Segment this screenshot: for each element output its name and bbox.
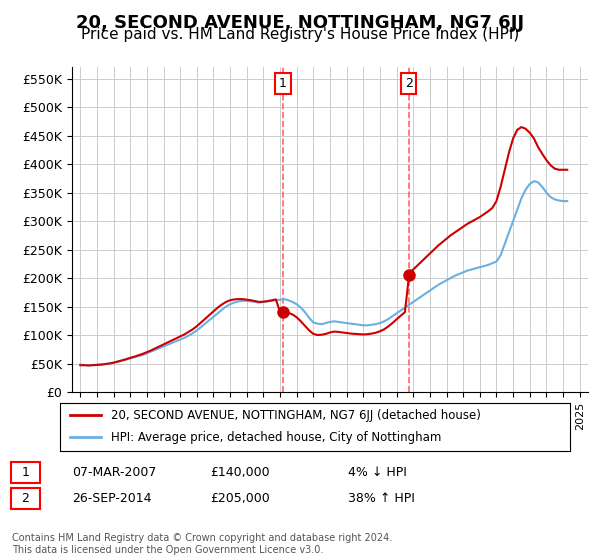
Text: Contains HM Land Registry data © Crown copyright and database right 2024.
This d: Contains HM Land Registry data © Crown c… [12, 533, 392, 555]
Text: £205,000: £205,000 [210, 492, 270, 505]
Text: HPI: Average price, detached house, City of Nottingham: HPI: Average price, detached house, City… [111, 431, 442, 444]
Text: 07-MAR-2007: 07-MAR-2007 [72, 465, 157, 479]
Text: 2: 2 [405, 77, 413, 90]
Text: 1: 1 [22, 465, 29, 479]
Text: 2: 2 [22, 492, 29, 505]
Text: 20, SECOND AVENUE, NOTTINGHAM, NG7 6JJ: 20, SECOND AVENUE, NOTTINGHAM, NG7 6JJ [76, 14, 524, 32]
Text: £140,000: £140,000 [210, 465, 269, 479]
Text: 20, SECOND AVENUE, NOTTINGHAM, NG7 6JJ (detached house): 20, SECOND AVENUE, NOTTINGHAM, NG7 6JJ (… [111, 409, 481, 422]
Text: 38% ↑ HPI: 38% ↑ HPI [348, 492, 415, 505]
Text: 26-SEP-2014: 26-SEP-2014 [72, 492, 151, 505]
Text: Price paid vs. HM Land Registry's House Price Index (HPI): Price paid vs. HM Land Registry's House … [81, 27, 519, 42]
Text: 4% ↓ HPI: 4% ↓ HPI [348, 465, 407, 479]
Text: 1: 1 [279, 77, 287, 90]
